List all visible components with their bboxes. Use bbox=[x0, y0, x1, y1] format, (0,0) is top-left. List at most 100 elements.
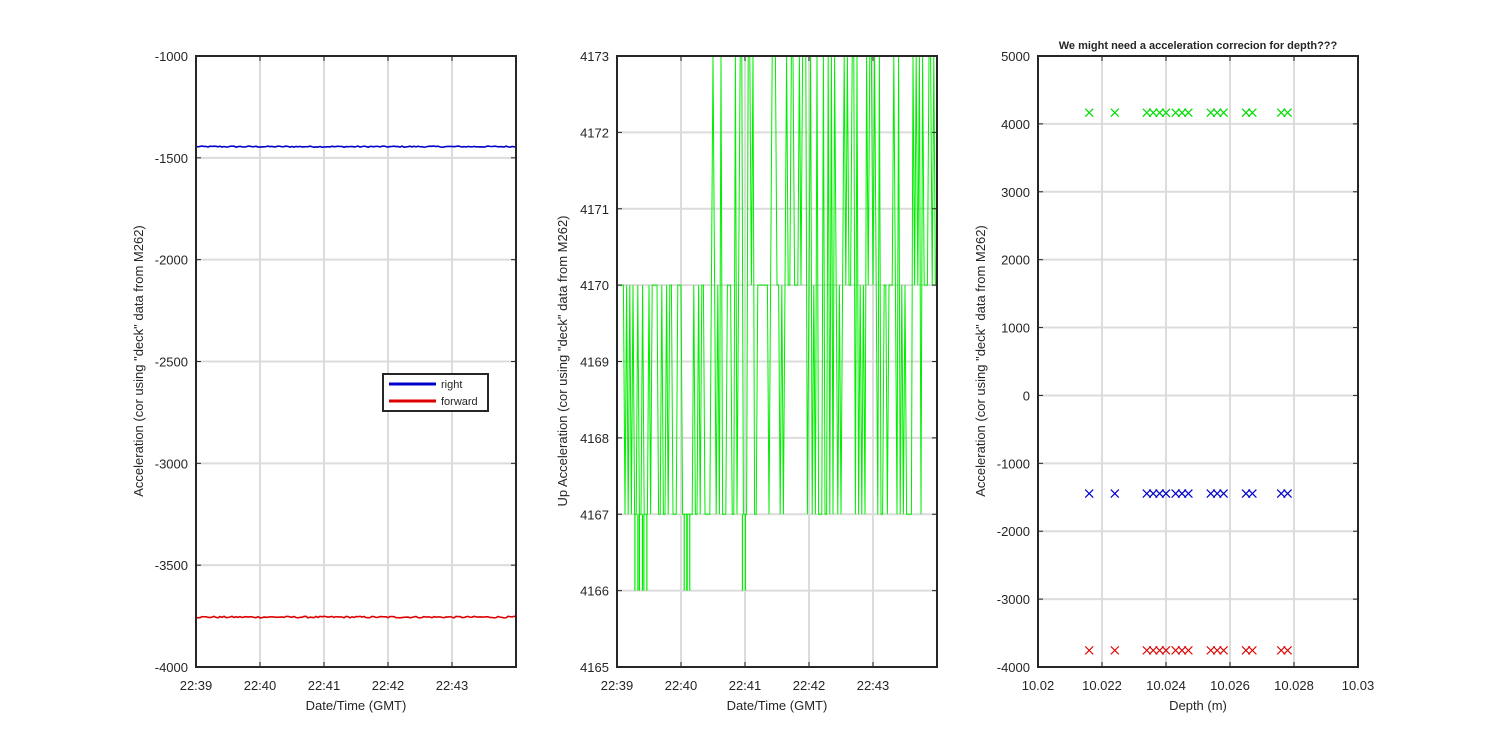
y-tick-label: 2000 bbox=[1001, 253, 1030, 268]
series-line-up bbox=[617, 55, 936, 515]
y-tick-label: -4000 bbox=[155, 660, 188, 675]
y-tick-label: -1000 bbox=[155, 49, 188, 64]
scatter-marker bbox=[1283, 489, 1293, 498]
scatter-marker bbox=[1212, 645, 1222, 655]
panel-right-grid bbox=[1038, 56, 1358, 667]
y-tick-label: 0 bbox=[1023, 388, 1030, 403]
x-tick-label: 22:43 bbox=[436, 678, 469, 693]
scatter-marker bbox=[1177, 108, 1187, 118]
scatter-marker bbox=[1206, 489, 1216, 498]
y-tick-label: 4171 bbox=[580, 202, 609, 217]
scatter-marker bbox=[1084, 489, 1094, 498]
scatter-marker bbox=[1276, 108, 1286, 118]
panel-right-xlabel: Depth (m) bbox=[1169, 698, 1227, 713]
panel-right-ylabel: Acceleration (cor using "deck" data from… bbox=[973, 225, 988, 497]
scatter-marker bbox=[1206, 645, 1216, 655]
scatter-marker bbox=[1276, 489, 1286, 498]
scatter-marker bbox=[1241, 489, 1251, 498]
scatter-marker bbox=[1171, 489, 1181, 498]
scatter-marker bbox=[1142, 645, 1152, 655]
legend-box bbox=[382, 373, 489, 412]
x-tick-label: 22:42 bbox=[793, 678, 826, 693]
x-tick-label: 22:41 bbox=[308, 678, 341, 693]
x-tick-label: 22:43 bbox=[857, 678, 890, 693]
x-tick-label: 10.03 bbox=[1342, 678, 1375, 693]
y-tick-label: 4173 bbox=[580, 49, 609, 64]
panel-right-background bbox=[1038, 56, 1358, 667]
y-tick-label: -2000 bbox=[997, 524, 1030, 539]
scatter-marker bbox=[1241, 645, 1251, 655]
scatter-marker bbox=[1219, 108, 1229, 118]
panel-left-series bbox=[195, 145, 517, 619]
scatter-marker bbox=[1084, 108, 1094, 118]
panel-middle-xlabel: Date/Time (GMT) bbox=[727, 698, 828, 713]
y-tick-label: 4166 bbox=[580, 584, 609, 599]
scatter-marker bbox=[1171, 108, 1181, 118]
panel-left-xlabel: Date/Time (GMT) bbox=[306, 698, 407, 713]
y-tick-label: 4165 bbox=[580, 660, 609, 675]
panel-right: 10.02 10.022 10.024 10.026 10.028 10.03 -4000 -… bbox=[973, 40, 1374, 713]
scatter-marker bbox=[1247, 108, 1257, 118]
x-tick-label: 22:40 bbox=[665, 678, 698, 693]
scatter-marker bbox=[1142, 489, 1152, 498]
x-tick-label: 10.026 bbox=[1210, 678, 1250, 693]
scatter-marker bbox=[1219, 645, 1229, 655]
y-tick-label: -2500 bbox=[155, 355, 188, 370]
x-tick-label: 10.024 bbox=[1146, 678, 1186, 693]
panel-middle: 22:39 22:40 22:41 22:42 22:43 4165 4166 4167 416… bbox=[555, 49, 938, 713]
x-tick-label: 10.022 bbox=[1082, 678, 1122, 693]
scatter-marker bbox=[1161, 108, 1171, 118]
series-line-right bbox=[195, 145, 517, 149]
scatter-marker bbox=[1110, 489, 1120, 498]
y-tick-label: -3500 bbox=[155, 558, 188, 573]
scatter-marker bbox=[1247, 645, 1257, 655]
scatter-marker bbox=[1148, 489, 1158, 498]
scatter-marker bbox=[1183, 489, 1193, 498]
panel-middle-ticks: 22:39 22:40 22:41 22:42 22:43 4165 4166 4167 416… bbox=[580, 49, 937, 693]
scatter-marker bbox=[1177, 645, 1187, 655]
y-tick-label: -1500 bbox=[155, 151, 188, 166]
scatter-marker bbox=[1161, 489, 1171, 498]
scatter-marker bbox=[1212, 108, 1222, 118]
y-tick-label: -4000 bbox=[997, 660, 1030, 675]
scatter-marker bbox=[1142, 108, 1152, 118]
scatter-marker bbox=[1110, 108, 1120, 118]
series-line-forward bbox=[195, 615, 517, 619]
panel-middle-ylabel: Up Acceleration (cor using "deck" data f… bbox=[555, 215, 570, 506]
panel-right-axes-box bbox=[1037, 55, 1359, 668]
legend-label-forward: forward bbox=[441, 396, 478, 408]
x-tick-label: 22:42 bbox=[372, 678, 405, 693]
scatter-marker bbox=[1206, 108, 1216, 118]
scatter-marker bbox=[1084, 645, 1094, 655]
scatter-marker bbox=[1283, 645, 1293, 655]
scatter-marker bbox=[1247, 489, 1257, 498]
y-tick-label: 4170 bbox=[580, 278, 609, 293]
scatter-marker bbox=[1183, 108, 1193, 118]
panel-left: 22:39 22:40 22:41 22:42 22:43 -4000 -3500 -3000… bbox=[131, 49, 517, 713]
scatter-marker bbox=[1155, 645, 1165, 655]
x-tick-label: 22:39 bbox=[180, 678, 213, 693]
y-tick-label: -3000 bbox=[997, 592, 1030, 607]
y-tick-label: -3000 bbox=[155, 456, 188, 471]
panel-right-title: We might need a acceleration correcion f… bbox=[1059, 40, 1338, 52]
x-tick-label: 22:39 bbox=[601, 678, 634, 693]
scatter-marker bbox=[1161, 645, 1171, 655]
scatter-marker bbox=[1219, 489, 1229, 498]
panel-left-grid bbox=[196, 56, 516, 667]
scatter-marker bbox=[1155, 489, 1165, 498]
x-tick-label: 10.02 bbox=[1022, 678, 1055, 693]
y-tick-label: -2000 bbox=[155, 253, 188, 268]
y-tick-label: 1000 bbox=[1001, 321, 1030, 336]
panel-right-ticks: 10.02 10.022 10.024 10.026 10.028 10.03 -4000 -… bbox=[997, 49, 1375, 693]
scatter-marker bbox=[1241, 108, 1251, 118]
legend: right forward bbox=[382, 373, 489, 412]
panel-middle-grid bbox=[617, 56, 937, 667]
y-tick-label: 4168 bbox=[580, 431, 609, 446]
y-tick-label: 5000 bbox=[1001, 49, 1030, 64]
panel-middle-series bbox=[617, 55, 936, 591]
scatter-marker bbox=[1276, 645, 1286, 655]
x-tick-label: 22:41 bbox=[729, 678, 762, 693]
x-tick-label: 10.028 bbox=[1274, 678, 1314, 693]
scatter-marker bbox=[1283, 108, 1293, 118]
